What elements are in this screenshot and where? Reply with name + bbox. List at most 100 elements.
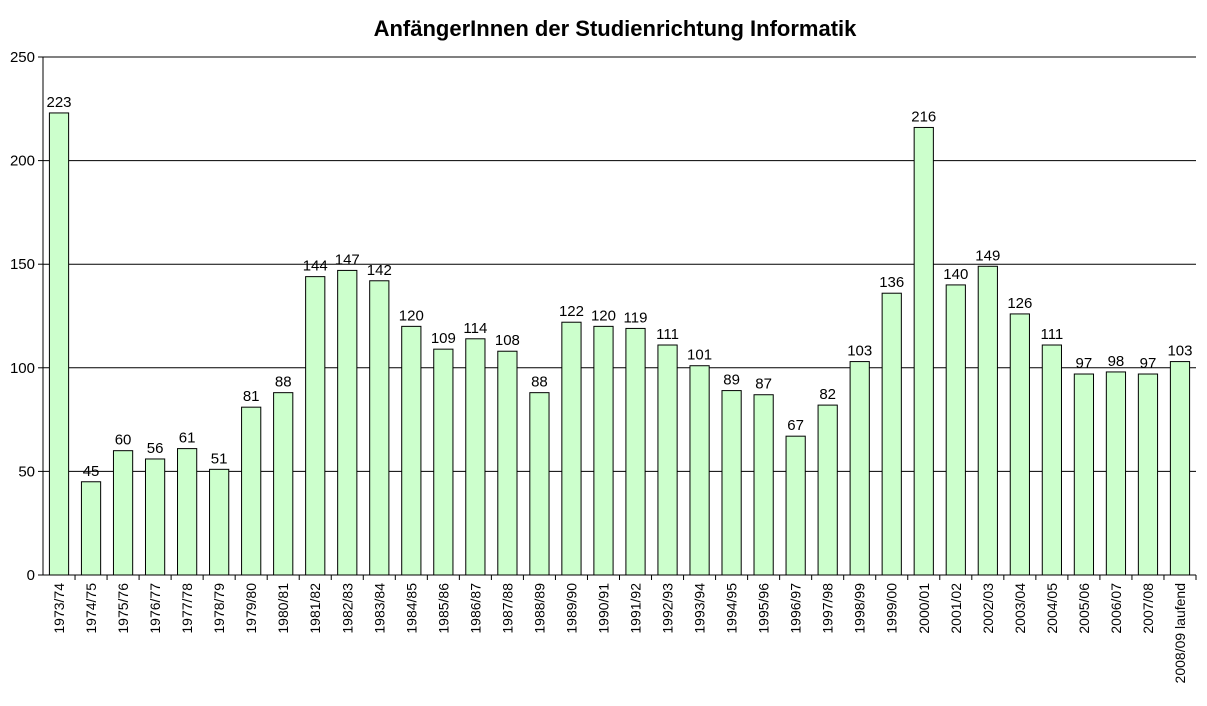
- bar: [1105, 371, 1127, 576]
- x-tick-label: 1975/76: [115, 583, 131, 634]
- y-tick-label: 0: [27, 567, 35, 584]
- bar: [1009, 313, 1030, 576]
- data-label: 119: [624, 309, 648, 326]
- x-tick-label: 2000/01: [916, 583, 932, 634]
- data-label: 88: [531, 374, 548, 391]
- chart-title: AnfängerInnen der Studienrichtung Inform…: [374, 16, 858, 41]
- bar: [305, 276, 326, 576]
- bars: [48, 112, 1191, 576]
- bar: [1137, 373, 1159, 576]
- x-tick-label: 2007/08: [1140, 583, 1156, 634]
- x-tick-label: 1992/93: [660, 583, 676, 634]
- bar: [529, 392, 550, 576]
- x-tick-label: 1986/87: [467, 583, 483, 634]
- bar: [433, 348, 454, 576]
- data-label: 61: [179, 430, 196, 447]
- data-label: 111: [656, 326, 679, 343]
- x-tick-label: 1989/90: [563, 583, 579, 634]
- x-tick-label: 1990/91: [595, 583, 611, 634]
- x-tick-label: 1995/96: [756, 583, 772, 634]
- data-label: 223: [46, 94, 71, 111]
- data-label: 149: [975, 247, 1000, 264]
- data-label: 120: [399, 307, 424, 324]
- x-tick-label: 2003/04: [1012, 583, 1028, 634]
- data-label: 88: [275, 374, 292, 391]
- data-label: 56: [147, 440, 164, 457]
- gridlines: [43, 56, 1196, 472]
- bar: [273, 392, 294, 576]
- bar: [337, 269, 358, 576]
- bar: [241, 406, 262, 576]
- x-tick-label: 2005/06: [1076, 583, 1092, 634]
- y-axis-ticks: 0 50 100 150 200 250: [10, 49, 43, 584]
- bar: [401, 325, 422, 576]
- x-tick-label: 1984/85: [403, 583, 419, 634]
- bar: [593, 325, 614, 576]
- bar: [497, 350, 518, 576]
- bar: [817, 404, 838, 576]
- x-tick-label: 2004/05: [1044, 583, 1060, 634]
- data-label: 98: [1108, 353, 1125, 370]
- data-label: 109: [431, 330, 456, 347]
- data-label: 97: [1076, 355, 1093, 372]
- bar: [977, 265, 998, 576]
- x-tick-label: 1994/95: [724, 583, 740, 634]
- bar: [561, 321, 582, 576]
- data-label: 111: [1040, 326, 1063, 343]
- y-tick-label: 100: [10, 360, 35, 377]
- data-label: 108: [495, 332, 520, 349]
- x-tick-label: 1981/82: [307, 583, 323, 634]
- x-tick-label: 1987/88: [499, 583, 515, 634]
- data-label: 140: [943, 266, 968, 283]
- bar: [689, 365, 710, 576]
- x-tick-label: 1996/97: [788, 583, 804, 634]
- x-tick-label: 1983/84: [371, 583, 387, 634]
- bar: [177, 448, 198, 576]
- x-tick-label: 1980/81: [275, 583, 291, 634]
- y-tick-label: 250: [10, 49, 35, 66]
- bar: [721, 390, 742, 576]
- data-label: 101: [687, 347, 712, 364]
- data-label: 114: [463, 320, 487, 337]
- bar: [112, 450, 134, 576]
- data-labels: 223 45 60 56 61 51 81 88 144 147 142 120 109 114 108 88…: [46, 94, 1192, 480]
- x-tick-label: 2001/02: [948, 583, 964, 634]
- bar: [913, 126, 934, 576]
- bar: [881, 292, 902, 576]
- data-label: 136: [879, 274, 904, 291]
- data-label: 67: [787, 417, 804, 434]
- data-label: 126: [1007, 295, 1032, 312]
- x-tick-label: 1982/83: [339, 583, 355, 634]
- data-label: 120: [591, 307, 616, 324]
- bar: [465, 338, 486, 576]
- bar: [369, 280, 390, 576]
- x-tick-label: 1988/89: [531, 583, 547, 634]
- data-label: 87: [755, 376, 772, 393]
- x-tick-label: 2002/03: [980, 583, 996, 634]
- x-tick-label: 1998/99: [852, 583, 868, 634]
- bar: [1073, 373, 1095, 576]
- x-tick-label: 1985/86: [435, 583, 451, 634]
- x-tick-label: 1979/80: [243, 583, 259, 634]
- bar: [80, 481, 102, 576]
- bar: [657, 344, 678, 576]
- x-tick-label: 1977/78: [179, 583, 195, 634]
- data-label: 89: [723, 372, 740, 389]
- x-tick-label: 1991/92: [628, 583, 644, 634]
- data-label: 45: [83, 463, 100, 480]
- x-tick-label: 1974/75: [83, 583, 99, 634]
- bar: [1169, 361, 1191, 576]
- bar: [945, 284, 966, 576]
- data-label: 122: [559, 303, 584, 320]
- x-tick-label: 2008/09 laufend: [1172, 583, 1188, 683]
- data-label: 82: [819, 386, 836, 403]
- y-tick-label: 50: [18, 463, 35, 480]
- x-axis-ticks: 1973/74 1974/75 1975/76 1976/77 1977/78 1978/…: [51, 575, 1197, 683]
- x-tick-label: 1973/74: [51, 583, 67, 634]
- data-label: 216: [911, 108, 936, 125]
- x-tick-label: 1999/00: [884, 583, 900, 634]
- x-tick-label: 1997/98: [820, 583, 836, 634]
- x-tick-label: 1976/77: [147, 583, 163, 634]
- data-label: 147: [335, 251, 360, 268]
